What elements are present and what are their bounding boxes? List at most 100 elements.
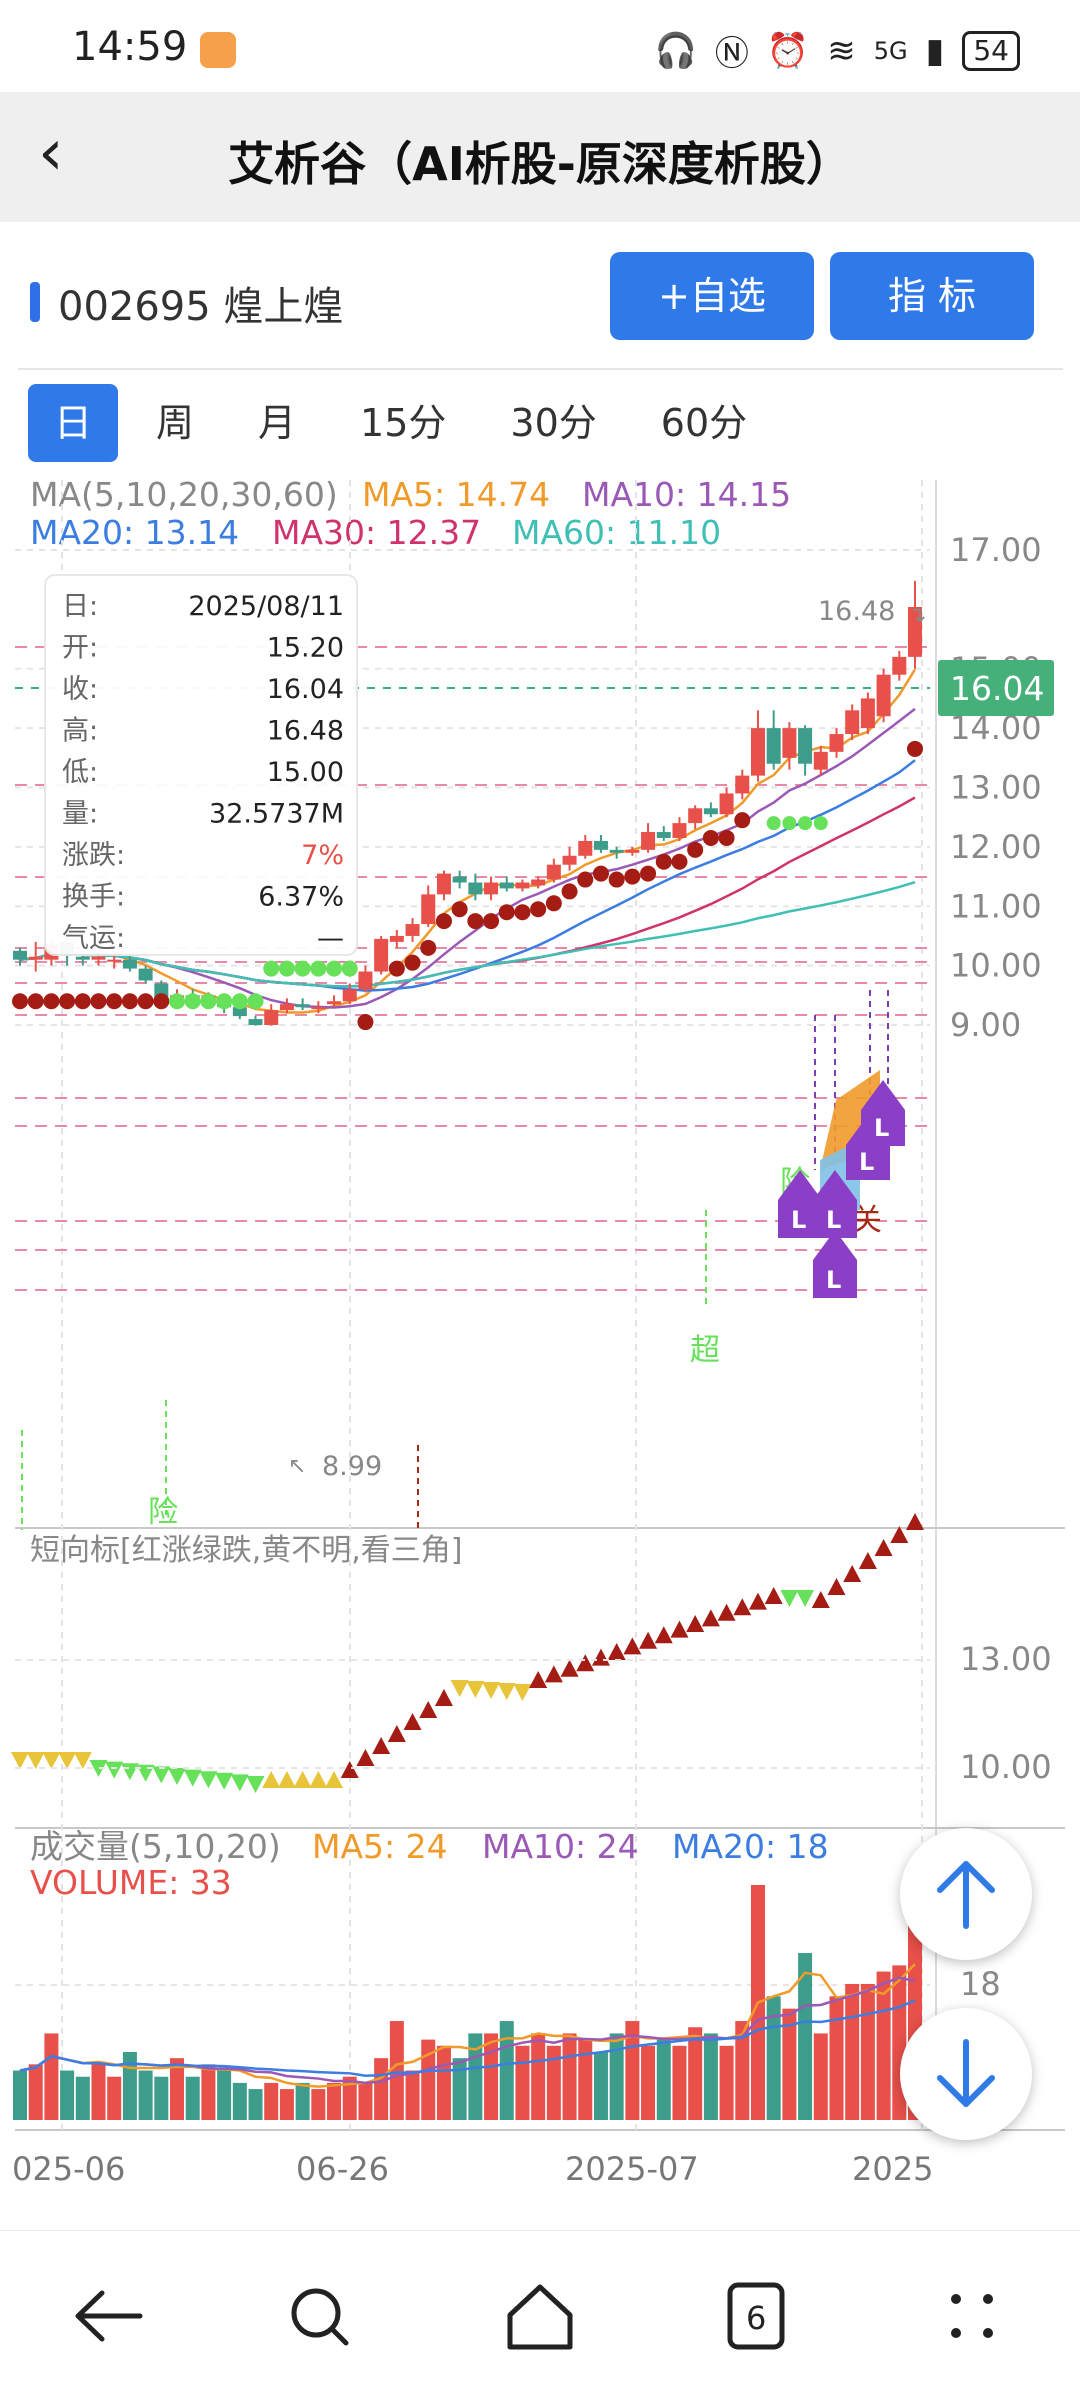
add-watchlist-button[interactable]: +自选 [610, 252, 814, 340]
down-triangle [215, 1772, 234, 1790]
signal-dot [106, 993, 123, 1010]
candle-body [264, 1010, 279, 1025]
candle-body [91, 956, 106, 960]
menu-dots-icon[interactable] [922, 2271, 1022, 2361]
down-triangle [246, 1776, 265, 1793]
indicator-button[interactable]: 指 标 [830, 252, 1034, 340]
scroll-up-button[interactable] [900, 1828, 1032, 1960]
down-triangle [58, 1752, 77, 1769]
volume-bar [170, 2058, 185, 2120]
volume-bar [546, 2045, 561, 2120]
up-triangle [277, 1771, 296, 1788]
candle-body [688, 808, 703, 824]
volume-bar [593, 2051, 608, 2120]
volume-bar [531, 2033, 546, 2120]
up-triangle [340, 1761, 359, 1778]
tab-15min[interactable]: 15分 [360, 401, 447, 445]
vol-ma20-legend: MA20: 18 [672, 1827, 829, 1866]
tab-day[interactable]: 日 [28, 384, 119, 462]
app-badge-icon [200, 32, 236, 68]
up-triangle [874, 1539, 893, 1556]
back-arrow-icon[interactable] [58, 2271, 158, 2361]
wifi-icon: ≋ [827, 30, 856, 71]
high-mark: 16.48 [818, 596, 895, 627]
down-triangle [73, 1752, 92, 1769]
bottom-nav: 6 [0, 2230, 1080, 2401]
volume-bar [60, 2070, 75, 2120]
signal-dot [137, 993, 154, 1010]
down-triangle [168, 1768, 187, 1785]
volume-bar [389, 2021, 404, 2120]
up-triangle [811, 1591, 830, 1608]
clock: 14:59 [72, 24, 188, 70]
up-triangle [403, 1713, 422, 1730]
volume-bar [232, 2082, 247, 2120]
down-triangle [105, 1761, 124, 1779]
price-tick: 9.00 [950, 1006, 1021, 1044]
ma30-legend: MA30: 12.37 [272, 513, 481, 552]
volume-bar [311, 2089, 326, 2120]
signal-dot [608, 871, 625, 888]
candle-body [295, 1004, 310, 1008]
candle-body [829, 734, 844, 752]
candle-body [405, 924, 420, 936]
green-dot [263, 960, 280, 977]
volume-bar [75, 2076, 90, 2120]
resistance-lines [15, 646, 930, 1291]
up-triangle [670, 1620, 689, 1638]
back-button[interactable]: ‹ [38, 116, 64, 190]
up-triangle [544, 1665, 563, 1683]
arrow-up-icon [937, 1861, 995, 1929]
info-box: 日: 2025/08/11 开: 15.20 收: 16.04 高: 16.48 低: 15.00… [44, 574, 358, 956]
signal-dot [12, 993, 28, 1010]
stock-chart[interactable]: MA(5,10,20,30,60) MA5: 14.74 MA10: 14.15… [0, 470, 1080, 2190]
green-dot [341, 960, 358, 977]
down-triangle [230, 1774, 249, 1792]
volume-bar [421, 2039, 436, 2120]
signal-dot [498, 904, 515, 921]
price-tick: 17.00 [950, 531, 1042, 569]
volume-bar [358, 2082, 373, 2120]
signal-dot [388, 960, 405, 977]
candle-body [232, 1007, 247, 1017]
tab-60min[interactable]: 60分 [660, 401, 748, 445]
info-label: 高: [62, 716, 98, 747]
ma60-legend: MA60: 11.10 [512, 513, 721, 552]
l-label: L [859, 1148, 874, 1176]
candle-body [892, 656, 907, 675]
candle-body [499, 882, 514, 889]
scroll-down-button[interactable] [900, 2008, 1032, 2140]
green-signal-dots [169, 816, 828, 1010]
down-triangle [497, 1683, 516, 1700]
search-icon[interactable] [270, 2271, 370, 2361]
up-triangle [262, 1771, 281, 1788]
up-triangle [748, 1592, 767, 1610]
signal-dot [404, 954, 421, 971]
signal-dot [702, 829, 719, 846]
candle-body [75, 956, 90, 960]
candle-body [248, 1019, 263, 1025]
tabs-icon[interactable]: 6 [706, 2271, 806, 2361]
tab-month[interactable]: 月 [258, 401, 297, 445]
ma-legend-title: MA(5,10,20,30,60) [30, 475, 338, 514]
short-axis-high: 13.00 [960, 1640, 1052, 1678]
down-triangle [120, 1763, 139, 1781]
ma10-legend: MA10: 14.15 [582, 475, 791, 514]
signal-dot [592, 865, 609, 882]
down-triangle [152, 1766, 171, 1784]
candle-body [908, 607, 922, 657]
volume-bar [578, 2039, 593, 2120]
tab-week[interactable]: 周 [156, 401, 195, 445]
info-label: 涨跌: [62, 840, 125, 871]
volume-bar [515, 2045, 530, 2120]
signal-dot [577, 871, 594, 888]
home-icon[interactable] [490, 2271, 590, 2361]
candle-body [719, 793, 734, 815]
green-dot [294, 960, 311, 977]
tab-30min[interactable]: 30分 [510, 401, 597, 445]
volume-bar [217, 2070, 232, 2120]
down-triangle [796, 1590, 815, 1607]
volume-bar [829, 1996, 844, 2120]
volume-bar [452, 2058, 467, 2120]
up-triangle [576, 1654, 595, 1672]
